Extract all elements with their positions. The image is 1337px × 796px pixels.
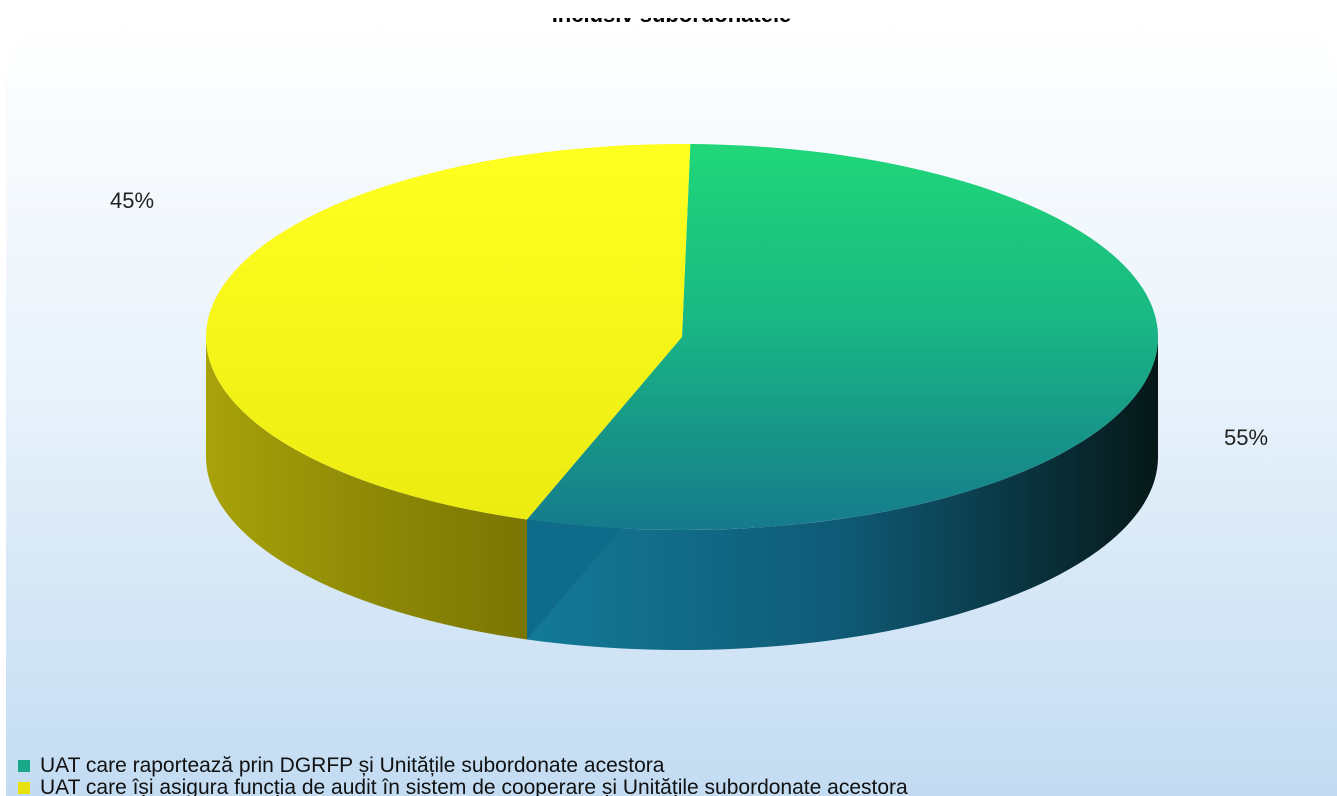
legend-item: UAT care își asigura funcția de audit în…	[18, 777, 1278, 796]
legend: UAT care raportează prin DGRFP și Unităț…	[18, 755, 1278, 796]
legend-swatch	[18, 760, 30, 772]
pie-slice-1	[527, 144, 1159, 531]
legend-label: UAT care raportează prin DGRFP și Unităț…	[40, 755, 665, 777]
legend-item: UAT care raportează prin DGRFP și Unităț…	[18, 755, 1278, 777]
chart-panel: Inclusiv subordonatele 45% 55% UAT care …	[6, 18, 1337, 796]
data-label-slice-2: 45%	[110, 188, 155, 213]
pie-slice-side	[527, 337, 1158, 650]
pie-slice-2	[206, 144, 691, 520]
pie-slice-side	[206, 338, 528, 640]
legend-label: UAT care își asigura funcția de audit în…	[40, 776, 908, 796]
data-label-slice-1: 55%	[1224, 425, 1269, 450]
chart-title: Inclusiv subordonatele	[6, 18, 1337, 28]
pie-chart	[206, 144, 1159, 650]
legend-swatch	[18, 782, 30, 794]
